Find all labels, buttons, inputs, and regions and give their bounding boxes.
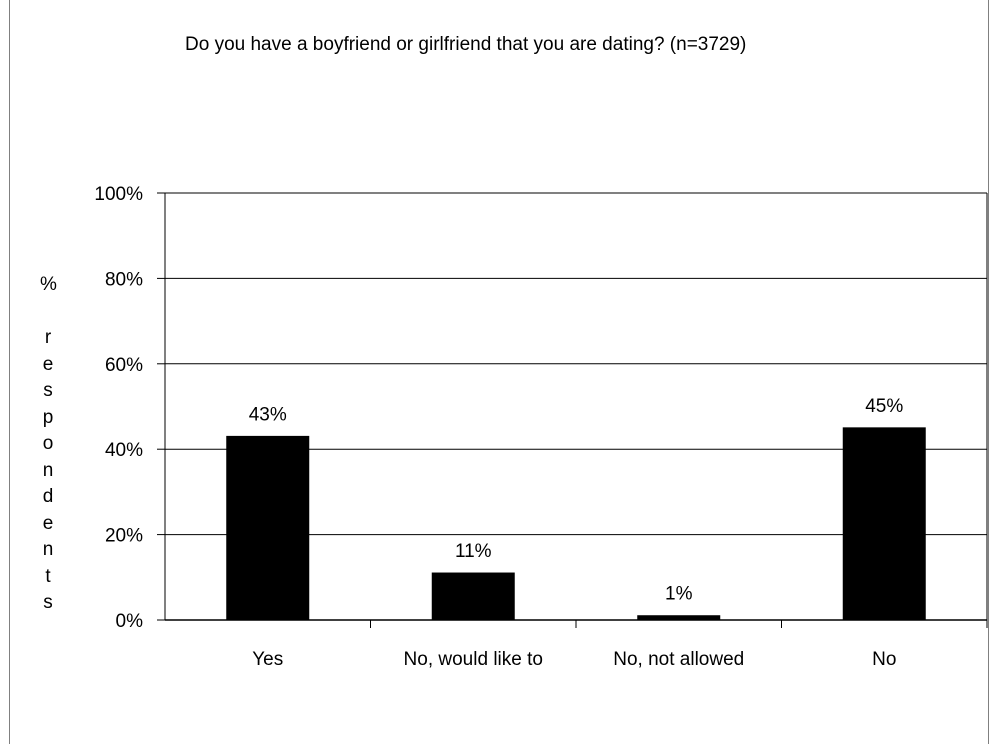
data-label: 45% — [865, 396, 903, 417]
y-axis-label-char: % — [40, 274, 57, 295]
y-tick-label: 0% — [116, 611, 144, 632]
data-label: 43% — [249, 404, 287, 425]
y-axis-label-char: d — [42, 486, 54, 507]
y-tick-label: 60% — [105, 355, 143, 376]
chart-title-text: Do you have a boyfriend or girlfriend th… — [185, 34, 747, 55]
y-axis-label-char: r — [44, 327, 52, 348]
y-axis-label-char: s — [43, 380, 53, 401]
y-tick-label: 40% — [105, 440, 143, 461]
bar — [637, 615, 721, 621]
x-tick-label: No — [872, 649, 896, 670]
x-tick-label: No, would like to — [404, 649, 543, 670]
y-axis-label-char: e — [42, 512, 54, 534]
chart-title: Do you have a boyfriend or girlfriend th… — [0, 34, 990, 56]
bar — [226, 435, 310, 621]
data-label: 1% — [665, 584, 693, 605]
data-label: 11% — [455, 541, 492, 562]
y-tick-label: 80% — [105, 269, 143, 290]
x-tick-label: Yes — [252, 649, 283, 670]
bars — [226, 427, 926, 621]
y-axis-label-char: p — [42, 406, 54, 428]
y-axis-label-char: o — [42, 433, 54, 454]
y-axis-label-char: e — [42, 353, 54, 375]
chart-frame — [9, 0, 989, 744]
y-tick-label: 100% — [94, 184, 143, 205]
y-tick-label: 20% — [105, 526, 143, 547]
bar — [431, 572, 515, 621]
labels: 0% 20% 40% 60% 80% 100% 43% Yes 11% No, would lik… — [94, 184, 903, 670]
y-axis-label-char: t — [45, 565, 51, 587]
y-axis-label-char: n — [42, 459, 54, 481]
bar — [842, 427, 926, 621]
y-axis-label-char: s — [43, 592, 53, 613]
x-tick-label: No, not allowed — [613, 649, 744, 670]
y-axis-label-char: n — [42, 539, 54, 560]
